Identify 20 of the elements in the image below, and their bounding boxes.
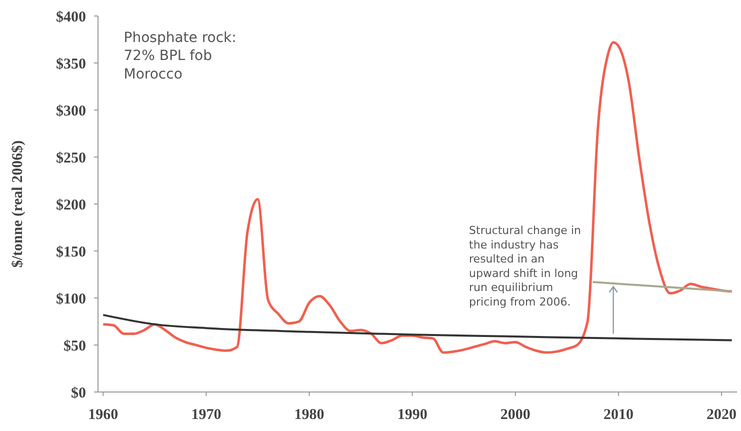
y-tick-label: $250 <box>56 150 86 166</box>
x-tick-label: 1980 <box>294 407 324 423</box>
y-tick-label: $0 <box>71 385 86 402</box>
annotation: Structural change in the industry has resulted in an upward shift in long run equilibrium pricing from 2006. <box>469 224 582 308</box>
y-tick-label: $350 <box>56 56 86 72</box>
y-tick-label: $50 <box>64 338 86 354</box>
x-tick-label: 1990 <box>397 407 428 423</box>
x-tick-label: 2010 <box>603 407 634 423</box>
x-tick-label: 2020 <box>706 407 737 423</box>
y-tick-label: $400 <box>56 9 86 26</box>
x-tick-label: 2000 <box>500 407 530 423</box>
line-series <box>102 314 733 342</box>
y-axis-title: $/tonne (real 2006$) <box>10 140 26 268</box>
x-tick-label: 1970 <box>191 407 222 423</box>
y-tick-label: $150 <box>56 244 86 260</box>
y-tick-label: $100 <box>56 291 86 308</box>
x-tick-label: 1960 <box>88 407 118 423</box>
y-tick-label: $300 <box>56 103 86 120</box>
annotation: Phosphate rock: 72% BPL fob Morocco <box>124 30 236 82</box>
y-tick-label: $200 <box>56 197 86 214</box>
